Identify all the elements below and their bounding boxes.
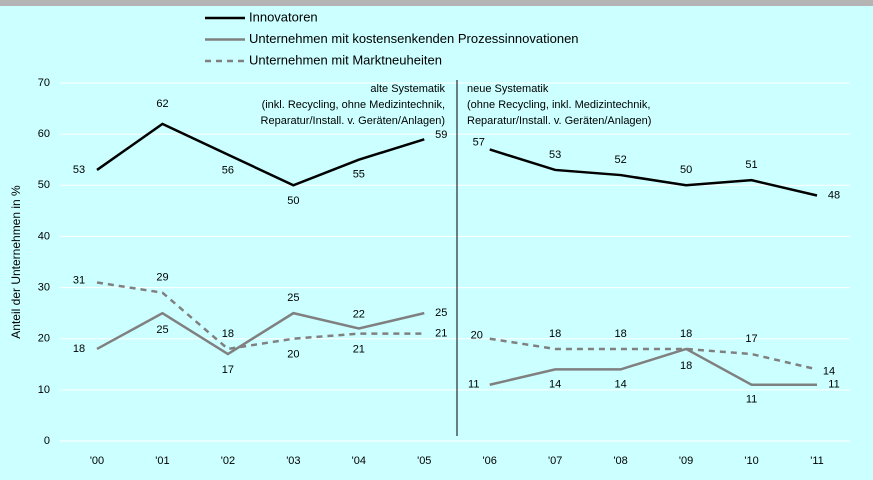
series-line — [489, 347, 817, 386]
data-label: 14 — [823, 365, 835, 377]
y-tick-label: 20 — [38, 333, 50, 345]
data-label: 56 — [222, 165, 234, 177]
x-tick-label: '07 — [548, 455, 562, 467]
data-label: 22 — [353, 308, 365, 320]
data-label: 55 — [353, 169, 365, 181]
data-label: 21 — [353, 344, 365, 356]
data-label: 51 — [745, 159, 757, 171]
data-label: 18 — [549, 328, 561, 340]
annotation: (inkl. Recycling, ohne Medizintechnik, — [262, 99, 445, 111]
series-line — [489, 337, 818, 371]
data-label: 59 — [435, 129, 447, 141]
data-label: 14 — [549, 378, 561, 390]
data-label: 25 — [435, 307, 447, 319]
data-label: 18 — [222, 328, 234, 340]
x-tick-label: '11 — [810, 455, 824, 467]
x-tick-label: '03 — [286, 455, 300, 467]
x-tick-label: '02 — [221, 455, 235, 467]
legend-text: Unternehmen mit Marktneuheiten — [249, 52, 442, 67]
series-line — [489, 148, 818, 197]
data-label: 31 — [73, 274, 85, 286]
x-tick-label: '10 — [744, 455, 758, 467]
y-tick-label: 70 — [38, 77, 50, 89]
x-tick-label: '08 — [613, 455, 627, 467]
data-label: 18 — [615, 328, 627, 340]
data-label: 18 — [73, 343, 85, 355]
data-label: 11 — [468, 379, 479, 391]
top-bar — [0, 0, 873, 6]
data-label: 50 — [680, 164, 692, 176]
y-tick-label: 10 — [38, 384, 50, 396]
y-tick-label: 60 — [38, 128, 50, 140]
y-axis-label: Anteil der Unternehmen in % — [9, 185, 23, 339]
x-tick-label: '04 — [352, 455, 366, 467]
data-label: 20 — [471, 330, 483, 342]
data-label: 53 — [73, 164, 85, 176]
y-tick-label: 0 — [44, 435, 50, 447]
y-tick-label: 30 — [38, 281, 50, 293]
data-label: 11 — [746, 394, 757, 406]
x-tick-label: '05 — [417, 455, 431, 467]
data-label: 20 — [287, 349, 299, 361]
data-label: 25 — [156, 324, 168, 336]
y-tick-label: 40 — [38, 230, 50, 242]
x-tick-label: '00 — [90, 455, 104, 467]
data-label: 48 — [828, 189, 840, 201]
data-label: 52 — [615, 154, 627, 166]
annotation: Reparatur/Install. v. Geräten/Anlagen) — [467, 115, 651, 127]
annotation: Reparatur/Install. v. Geräten/Anlagen) — [261, 115, 445, 127]
series-line — [96, 311, 425, 356]
y-tick-label: 50 — [38, 179, 50, 191]
data-label: 11 — [828, 379, 839, 391]
data-label: 17 — [222, 364, 234, 376]
data-label: 53 — [549, 149, 561, 161]
x-tick-label: '09 — [679, 455, 693, 467]
annotation: alte Systematik — [370, 83, 445, 95]
data-label: 18 — [680, 360, 692, 372]
data-label: 50 — [287, 195, 299, 207]
data-label: 18 — [680, 328, 692, 340]
annotation: (ohne Recycling, inkl. Medizintechnik, — [467, 99, 650, 111]
series-line — [96, 122, 425, 187]
legend-text: Unternehmen mit kostensenkenden Prozessi… — [249, 31, 579, 46]
data-label: 14 — [615, 378, 627, 390]
annotation: neue Systematik — [467, 83, 549, 95]
data-label: 25 — [287, 292, 299, 304]
data-label: 57 — [473, 136, 485, 148]
data-label: 17 — [745, 333, 757, 345]
data-label: 21 — [435, 328, 447, 340]
x-tick-label: '01 — [155, 455, 169, 467]
data-label: 29 — [156, 272, 168, 284]
legend-text: Innovatoren — [249, 9, 318, 24]
x-tick-label: '06 — [483, 455, 497, 467]
data-label: 62 — [156, 98, 168, 110]
series-line — [96, 281, 425, 351]
